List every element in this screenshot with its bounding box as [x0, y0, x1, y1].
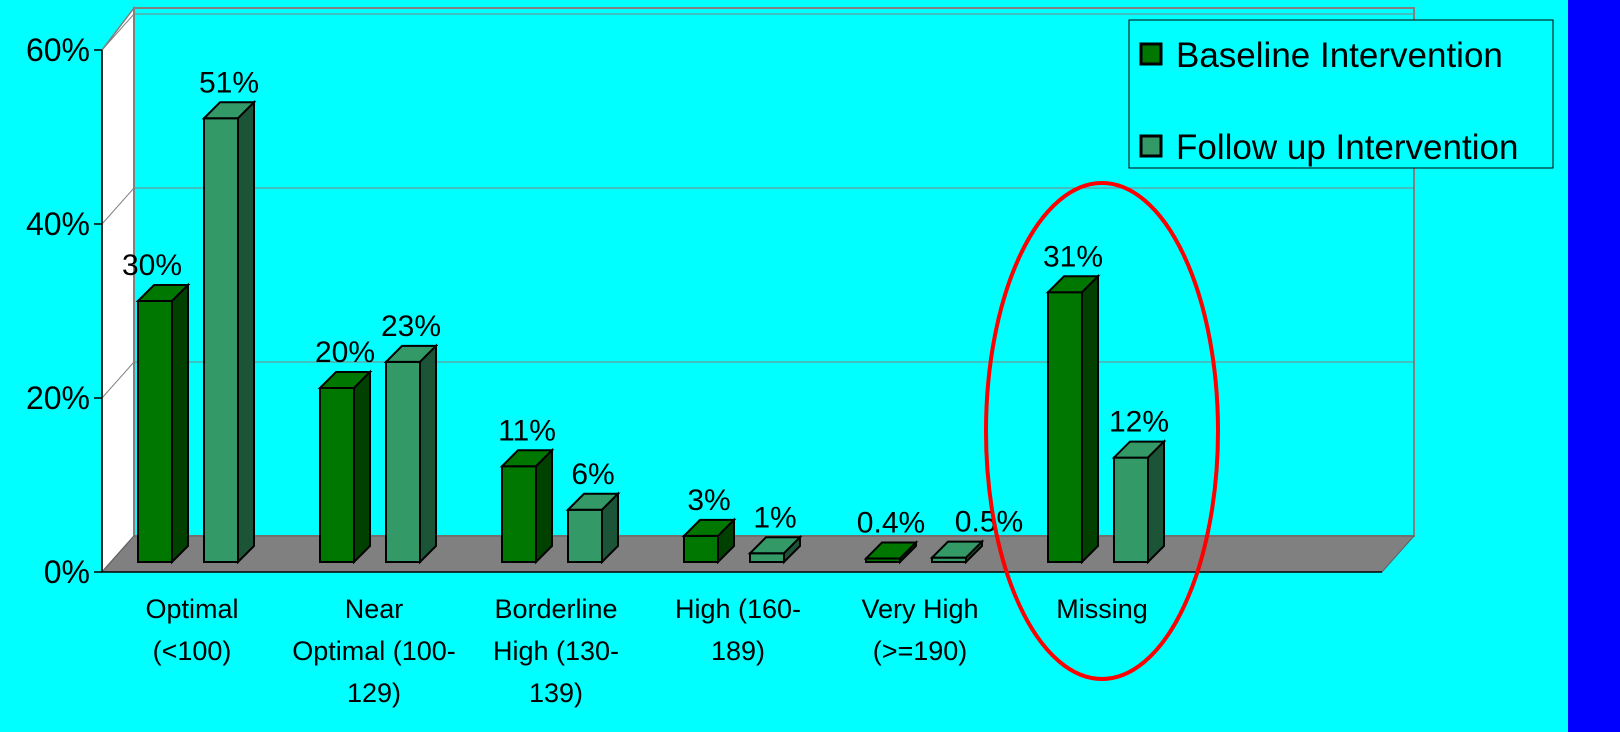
x-tick-label: Optimal [145, 594, 238, 624]
x-tick-label: 189) [711, 636, 765, 666]
bar [499, 447, 555, 565]
data-label: 51% [199, 66, 259, 99]
highlight-ellipse [984, 181, 1220, 681]
x-tick-label: Borderline [494, 594, 617, 624]
bar-side [171, 282, 189, 565]
data-label: 0.5% [955, 506, 1023, 539]
y-tick-label: 60% [26, 32, 90, 68]
bar [1045, 273, 1101, 565]
data-labels: 30% 51% 20%23% 11% 6% 3% 1% 0.4% 0.5% 31% 12% [122, 66, 1169, 539]
bar-chart: 0%20%40%60% 30%51%20%23%11%6%3%1% 0.4% 0.5… [26, 5, 1554, 708]
right-edge-strip [1568, 0, 1620, 732]
gridline-side [101, 13, 135, 51]
bar-front [567, 508, 603, 563]
x-tick-label: 139) [529, 678, 583, 708]
bar-side [419, 343, 437, 565]
x-tick-label: Near [345, 594, 404, 624]
bar-front [319, 387, 355, 563]
legend-box [1128, 19, 1554, 169]
bar-front [1047, 291, 1083, 563]
data-label: 3% [687, 484, 730, 517]
gridlines [101, 13, 1414, 399]
x-tick-label: (<100) [153, 636, 232, 666]
y-tick-label: 40% [26, 206, 90, 242]
bar-front [203, 117, 239, 564]
bar-side [899, 540, 917, 565]
data-label: 30% [122, 249, 182, 282]
legend: Baseline Intervention Follow up Intervent… [1128, 19, 1554, 169]
y-tick-label: 20% [26, 380, 90, 416]
bar-side [1081, 273, 1099, 565]
x-tick-label: Very High [861, 594, 978, 624]
bars [135, 99, 1167, 565]
bar [201, 99, 257, 565]
legend-swatch [1139, 42, 1163, 66]
data-label: 0.4% [857, 507, 925, 540]
bar [383, 343, 439, 565]
bar-front [385, 360, 421, 563]
bar-side [601, 491, 619, 565]
bar-side [717, 517, 735, 565]
legend-label: Follow up Intervention [1176, 128, 1518, 167]
x-tick-label: (>=190) [873, 636, 968, 666]
bar [1111, 439, 1167, 565]
data-label: 6% [571, 458, 614, 491]
legend-swatch [1139, 134, 1163, 158]
data-label: 12% [1109, 406, 1169, 439]
bar [681, 517, 737, 565]
x-axis: Optimal (<100) Near Optimal (100- 129) Border… [102, 571, 1382, 708]
bar-front [683, 534, 719, 564]
y-tick-label: 0% [44, 554, 90, 590]
bar [929, 539, 985, 565]
bar [317, 369, 373, 565]
bar-side [353, 369, 371, 565]
bar [135, 282, 191, 565]
bar-front [137, 300, 173, 563]
side-wall [101, 5, 135, 574]
y-axis: 0% 20% 40% 60% [26, 32, 103, 590]
data-label: 23% [381, 310, 441, 343]
bar-front [501, 465, 537, 563]
bar-front [1113, 456, 1149, 564]
bar-side [783, 534, 801, 565]
bar-side [237, 99, 255, 565]
data-label: 1% [753, 501, 796, 534]
highlight-ellipse [984, 181, 1220, 681]
x-tick-label: High (160- [675, 594, 801, 624]
x-tick-label: High (130- [493, 636, 619, 666]
data-label: 20% [315, 336, 375, 369]
bar [565, 491, 621, 565]
bar [863, 540, 919, 565]
gridline-side [101, 187, 135, 225]
bar-front [749, 552, 785, 563]
x-tick-label: 129) [347, 678, 401, 708]
legend-label: Baseline Intervention [1176, 36, 1503, 75]
x-tick-label: Missing [1056, 594, 1148, 624]
bar-side [1147, 439, 1165, 565]
bar-side [535, 447, 553, 565]
data-label: 31% [1043, 240, 1103, 273]
bar [747, 534, 803, 565]
bar-side [965, 539, 983, 565]
x-tick-label: Optimal (100- [292, 636, 456, 666]
data-label: 11% [498, 414, 556, 447]
gridline-side [101, 361, 135, 399]
